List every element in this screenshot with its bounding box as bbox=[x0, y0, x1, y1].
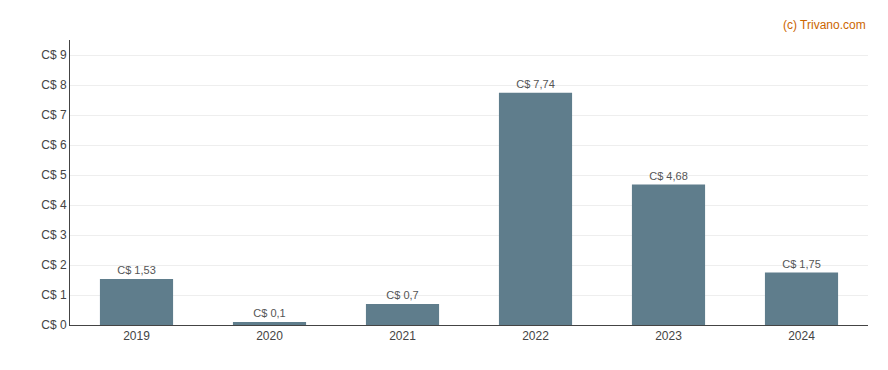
svg-text:C$ 1: C$ 1 bbox=[41, 288, 67, 302]
svg-text:2020: 2020 bbox=[256, 329, 283, 343]
svg-text:C$ 5: C$ 5 bbox=[41, 168, 67, 182]
svg-text:2024: 2024 bbox=[788, 329, 815, 343]
svg-text:C$ 0: C$ 0 bbox=[41, 318, 67, 332]
svg-text:C$ 1,75: C$ 1,75 bbox=[782, 258, 821, 270]
svg-text:2023: 2023 bbox=[655, 329, 682, 343]
svg-text:C$ 2: C$ 2 bbox=[41, 258, 67, 272]
svg-text:C$ 8: C$ 8 bbox=[41, 78, 67, 92]
svg-text:2019: 2019 bbox=[123, 329, 150, 343]
svg-text:C$ 7,74: C$ 7,74 bbox=[516, 78, 555, 90]
svg-text:C$ 7: C$ 7 bbox=[41, 108, 67, 122]
svg-text:2022: 2022 bbox=[522, 329, 549, 343]
svg-text:C$ 4,68: C$ 4,68 bbox=[649, 170, 688, 182]
svg-text:C$ 3: C$ 3 bbox=[41, 228, 67, 242]
svg-text:2021: 2021 bbox=[389, 329, 416, 343]
svg-text:C$ 4: C$ 4 bbox=[41, 198, 67, 212]
svg-text:C$ 1,53: C$ 1,53 bbox=[117, 264, 156, 276]
svg-text:C$ 0,1: C$ 0,1 bbox=[253, 307, 285, 319]
svg-text:C$ 6: C$ 6 bbox=[41, 138, 67, 152]
svg-text:(c) Trivano.com: (c) Trivano.com bbox=[783, 18, 866, 32]
svg-text:C$ 9: C$ 9 bbox=[41, 48, 67, 62]
svg-text:C$ 0,7: C$ 0,7 bbox=[386, 289, 418, 301]
